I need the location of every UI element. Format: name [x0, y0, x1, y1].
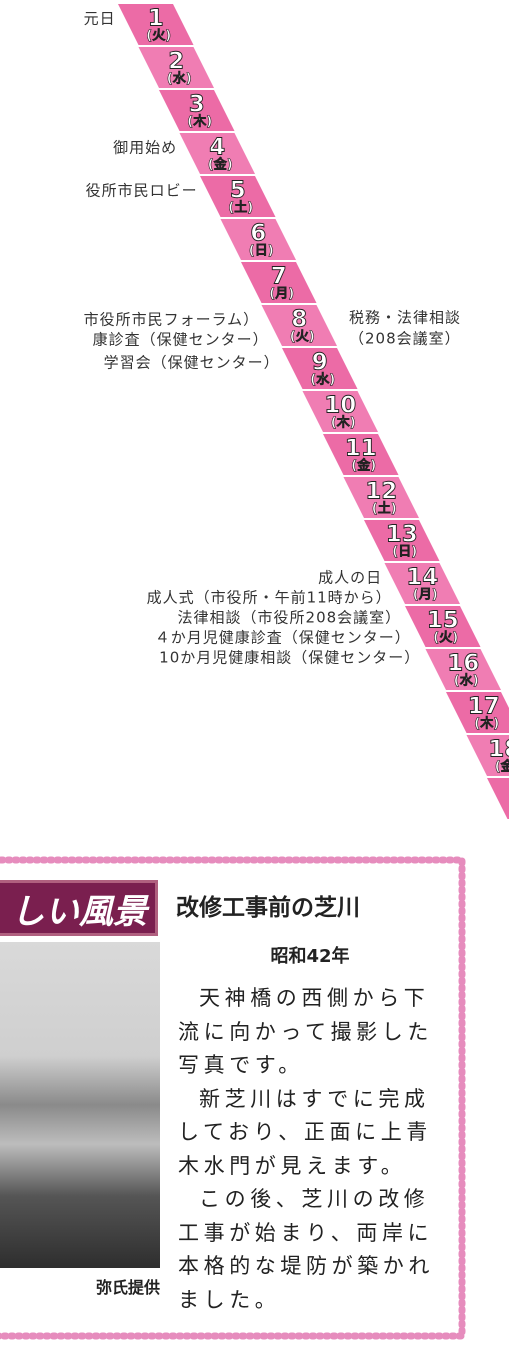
day-weekday: (木) — [187, 114, 212, 130]
day-weekday: (火) — [433, 631, 458, 646]
day-weekday: (金) — [208, 157, 233, 173]
paragraph: 新芝川はすでに完成しており、正面に上青木水門が見えます。 — [178, 1086, 432, 1178]
event-left: 御用始め — [113, 139, 177, 157]
event-left: 役所市民ロビー — [86, 182, 198, 200]
article-year: 昭和42年 — [270, 946, 350, 967]
paragraph: この後、芝川の改修工事が始まり、両岸に本格的な堤防が築かれました。 — [178, 1187, 434, 1312]
day-number: 13 — [386, 522, 418, 548]
day-weekday: (日) — [249, 244, 274, 259]
day-tile — [159, 90, 235, 131]
day-tile — [364, 520, 440, 561]
day-number: 15 — [427, 608, 459, 634]
day-weekday: (土) — [372, 501, 397, 517]
day-tile — [405, 606, 481, 647]
event-left: ４か月児健康診査（保健センター） — [155, 629, 411, 647]
day-weekday: (土) — [228, 200, 253, 216]
day-tile — [282, 348, 358, 389]
day-weekday: (金) — [351, 458, 376, 474]
event-left: 成人の日 — [318, 569, 382, 587]
day-weekday: (日) — [392, 545, 417, 560]
day-weekday: (火) — [290, 330, 315, 345]
day-weekday: (水) — [454, 673, 479, 689]
day-number: 10 — [324, 393, 356, 419]
day-number: 1 — [148, 6, 164, 32]
day-weekday: (火) — [146, 29, 171, 44]
day-tile — [220, 219, 296, 260]
event-left: 学習会（保健センター） — [104, 354, 280, 372]
day-tile — [179, 133, 255, 174]
day-number: 9 — [312, 350, 328, 376]
day-tile — [241, 262, 317, 303]
day-number: 3 — [189, 92, 205, 118]
event-left: 元日 — [84, 10, 116, 28]
day-number: 8 — [291, 307, 307, 333]
event-left: 法律相談（市役所208会議室） — [178, 609, 402, 627]
day-tile — [343, 477, 419, 518]
day-number: 14 — [406, 565, 438, 591]
banner: しい風景 — [0, 880, 158, 936]
day-number: 11 — [345, 436, 377, 462]
day-tile — [323, 434, 399, 475]
day-number: 12 — [365, 479, 397, 505]
paragraph: 天神橋の西側から下流に向かって撮影した写真です。 — [178, 986, 433, 1077]
day-number: 18 — [488, 737, 509, 763]
day-number: 4 — [209, 135, 225, 161]
day-number: 16 — [447, 651, 479, 677]
day-weekday: (木) — [474, 716, 499, 732]
event-left: 10か月児健康相談（保健センター） — [159, 649, 420, 667]
day-tile — [446, 692, 509, 733]
day-number: 5 — [230, 178, 246, 204]
article-body: 天神橋の西側から下流に向かって撮影した写真です。 新芝川はすでに完成しており、正… — [178, 982, 450, 1317]
day-tile — [425, 649, 501, 690]
event-left: 康診査（保健センター） — [93, 331, 269, 349]
article-title: 改修工事前の芝川 — [176, 895, 360, 921]
day-weekday: (月) — [269, 287, 294, 302]
day-tile — [138, 47, 214, 88]
day-weekday: (水) — [167, 71, 192, 87]
day-number: 7 — [271, 264, 287, 290]
day-tile — [261, 305, 337, 346]
day-tile — [200, 176, 276, 217]
day-weekday: (金) — [495, 759, 509, 775]
day-weekday: (月) — [413, 588, 438, 603]
day-tile — [384, 563, 460, 604]
event-left: 成人式（市役所・午前11時から） — [147, 589, 392, 607]
day-tile — [302, 391, 378, 432]
photo — [0, 942, 160, 1268]
day-number: 17 — [468, 694, 500, 720]
day-number: 6 — [250, 221, 266, 247]
event-right: 税務・法律相談 — [349, 309, 461, 327]
event-left: 市役所市民フォーラム） — [84, 311, 260, 329]
day-tile — [118, 4, 194, 45]
day-number: 2 — [168, 49, 184, 75]
day-weekday: (水) — [310, 372, 335, 388]
day-tile — [487, 778, 509, 819]
event-right: （208会議室） — [349, 330, 461, 348]
photo-credit: 弥氏提供 — [95, 1278, 160, 1297]
day-weekday: (木) — [331, 415, 356, 431]
day-tile — [466, 735, 509, 776]
